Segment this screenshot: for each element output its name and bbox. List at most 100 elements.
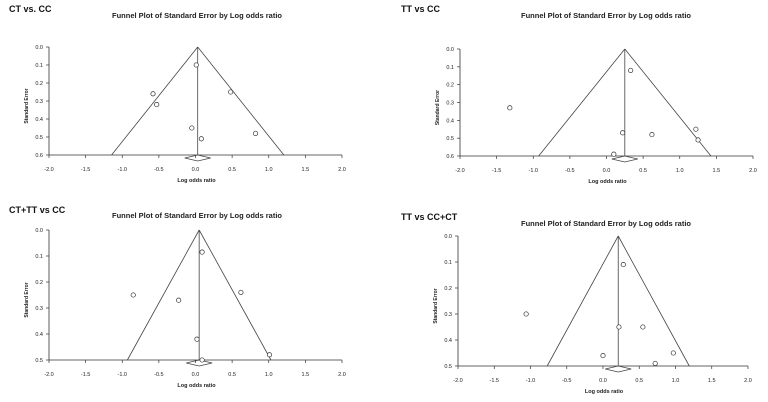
study-point: [238, 289, 244, 295]
x-tick-label: 0.0: [192, 167, 200, 173]
chart-title: Funnel Plot of Standard Error by Log odd…: [520, 219, 692, 228]
funnel-left-boundary: [111, 46, 199, 156]
study-point: [193, 62, 199, 68]
x-tick-label: 2.0: [338, 167, 346, 173]
x-tick-label: -1.0: [529, 168, 538, 174]
funnel-right-boundary: [617, 235, 690, 367]
study-point: [640, 324, 646, 330]
y-tick-label: 0.2: [446, 83, 454, 89]
y-tick-label: 0.3: [35, 306, 43, 312]
x-tick-label: 1.5: [708, 378, 716, 384]
study-point: [652, 360, 658, 366]
study-point: [266, 352, 273, 358]
y-tick-label: 0.4: [35, 332, 43, 338]
x-tick-label: -0.5: [562, 378, 571, 384]
x-tick-label: 1.0: [265, 372, 273, 378]
funnel-plot-2: -2.0 -1.5 -1.0 -0.5 0.0 0.5 1.0 1.5 2.0 0.0 0.1 0.2…: [435, 47, 757, 185]
x-tick-label: 1.0: [672, 378, 680, 384]
x-tick-label: 2.0: [749, 168, 757, 174]
chart-title: Funnel Plot of Standard Error by Log odd…: [111, 211, 283, 220]
study-point: [628, 67, 634, 73]
x-tick-label: -2.0: [455, 168, 464, 174]
x-tick-label: 0.5: [228, 372, 236, 378]
y-tick-label: 0.1: [35, 254, 43, 260]
y-tick-label: 0.5: [444, 364, 452, 370]
y-tick-label: 0.1: [446, 65, 454, 71]
panel-label: CT vs. CC: [9, 4, 52, 14]
study-point: [600, 353, 606, 359]
summary-diamond: [611, 155, 638, 163]
y-tick-label: 0.0: [444, 234, 452, 240]
x-tick-label: -1.5: [492, 168, 501, 174]
y-tick-label: 0.2: [444, 286, 452, 292]
summary-diamond: [605, 365, 632, 373]
x-tick-label: -0.5: [565, 168, 574, 174]
study-point: [154, 102, 160, 108]
study-point: [523, 311, 529, 317]
study-point: [199, 249, 205, 255]
y-axis-title: Standard Error: [24, 88, 30, 123]
x-axis-title: Log odds ratio: [585, 389, 624, 395]
y-axis-title: Standard Error: [433, 288, 439, 323]
funnel-plot-3: -2.0 -1.5 -1.0 -0.5 0.0 0.5 1.0 1.5 2.0 0.0 0.1 0.2…: [24, 228, 346, 389]
x-tick-label: -1.5: [490, 378, 499, 384]
study-point: [130, 292, 136, 298]
y-tick-label: 0.6: [35, 153, 43, 159]
x-tick-label: 2.0: [338, 372, 346, 378]
x-tick-label: -2.0: [44, 167, 53, 173]
study-point: [194, 336, 200, 342]
study-point: [649, 132, 655, 138]
study-point: [693, 126, 699, 132]
y-tick-label: 0.0: [35, 45, 43, 51]
funnel-left-boundary: [127, 229, 200, 361]
y-tick-label: 0.0: [35, 228, 43, 234]
y-tick-label: 0.5: [35, 358, 43, 364]
x-tick-label: 0.0: [192, 372, 200, 378]
study-point: [150, 91, 156, 97]
study-point: [695, 137, 701, 143]
x-tick-label: -0.5: [154, 372, 163, 378]
funnel-plot-1: -2.0 -1.5 -1.0 -0.5 0.0 0.5 1.0 1.5 2.0 0.0 0.1 0.2…: [24, 45, 346, 184]
x-tick-label: -0.5: [154, 167, 163, 173]
funnel-right-boundary: [197, 46, 285, 156]
y-tick-label: 0.4: [444, 338, 452, 344]
funnel-left-boundary: [546, 235, 619, 367]
study-point: [507, 105, 513, 111]
x-axis-title: Log odds ratio: [177, 178, 216, 184]
x-axis-title: Log odds ratio: [588, 179, 627, 185]
funnel-right-boundary: [198, 229, 272, 361]
study-point: [253, 130, 259, 136]
funnel-left-boundary: [538, 48, 626, 157]
study-point: [611, 151, 617, 157]
panel-label: TT vs CC+CT: [401, 212, 458, 222]
summary-diamond: [186, 359, 213, 367]
summary-diamond: [184, 154, 211, 162]
x-tick-label: 0.0: [599, 378, 607, 384]
x-tick-label: 1.5: [713, 168, 721, 174]
x-tick-label: -1.0: [118, 167, 127, 173]
y-tick-label: 0.0: [446, 47, 454, 53]
x-tick-label: -1.5: [81, 372, 90, 378]
x-tick-label: -1.5: [81, 167, 90, 173]
study-point: [189, 125, 195, 131]
x-tick-label: 1.5: [302, 167, 310, 173]
y-tick-label: 0.4: [446, 118, 454, 124]
study-point: [620, 130, 626, 136]
x-tick-label: 1.5: [302, 372, 310, 378]
x-tick-label: 0.5: [228, 167, 236, 173]
x-tick-label: -2.0: [453, 378, 462, 384]
y-axis-title: Standard Error: [24, 282, 30, 317]
study-point: [616, 324, 622, 330]
y-tick-label: 0.3: [444, 312, 452, 318]
x-tick-label: 0.5: [639, 168, 647, 174]
y-tick-label: 0.4: [35, 117, 43, 123]
x-tick-label: 0.0: [603, 168, 611, 174]
y-tick-label: 0.2: [35, 81, 43, 87]
study-point: [620, 262, 626, 268]
panel-label: CT+TT vs CC: [9, 205, 66, 215]
x-tick-label: 2.0: [744, 378, 752, 384]
x-axis-title: Log odds ratio: [177, 383, 216, 389]
y-tick-label: 0.6: [446, 154, 454, 160]
x-tick-label: 0.5: [635, 378, 643, 384]
funnel-plot-4: -2.0 -1.5 -1.0 -0.5 0.0 0.5 1.0 1.5 2.0 0.0 0.1 0.2…: [433, 234, 752, 395]
